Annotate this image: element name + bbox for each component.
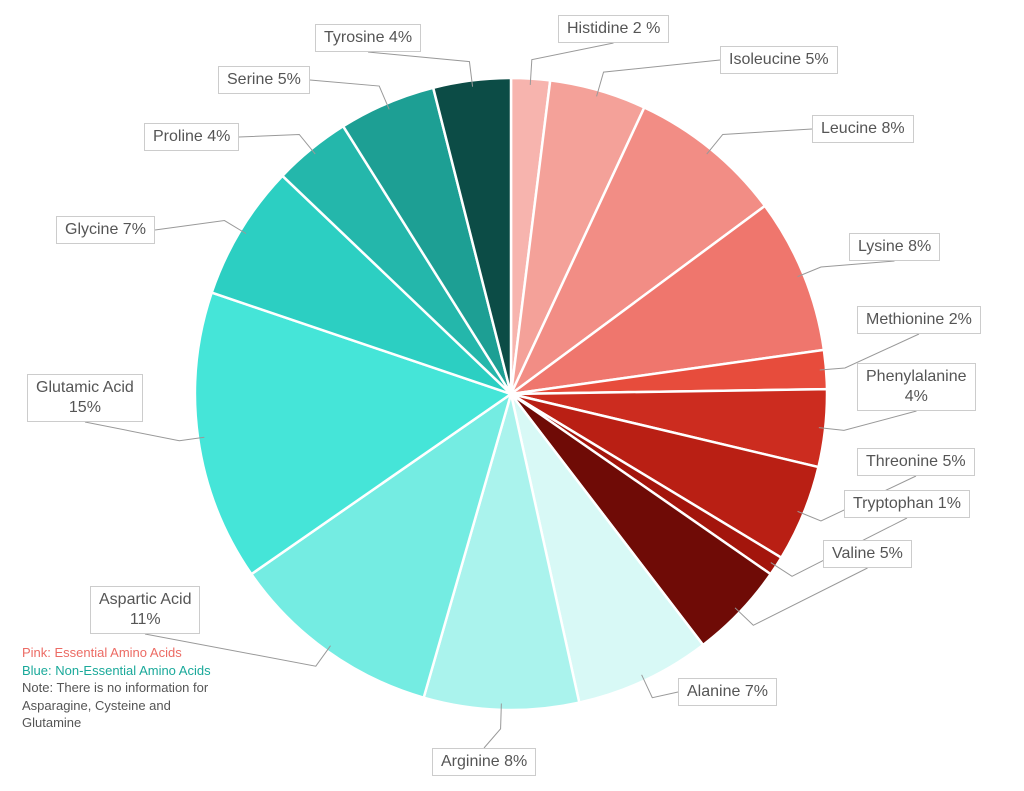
label-leucine: Leucine 8% (812, 115, 914, 143)
label-aspartic-acid: Aspartic Acid11% (90, 586, 200, 634)
legend-note: Note: There is no information for Aspara… (22, 679, 232, 732)
legend-essential: Pink: Essential Amino Acids (22, 644, 232, 662)
label-glycine: Glycine 7% (56, 216, 155, 244)
label-methionine: Methionine 2% (857, 306, 981, 334)
legend: Pink: Essential Amino Acids Blue: Non-Es… (22, 644, 232, 732)
leader-lysine (798, 261, 895, 277)
label-alanine: Alanine 7% (678, 678, 777, 706)
leader-serine (310, 80, 389, 109)
label-lysine: Lysine 8% (849, 233, 940, 261)
label-glutamic-acid: Glutamic Acid15% (27, 374, 143, 422)
label-phenylalanine: Phenylalanine4% (857, 363, 976, 411)
label-serine: Serine 5% (218, 66, 310, 94)
label-valine: Valine 5% (823, 540, 912, 568)
leader-glycine (155, 221, 246, 234)
label-arginine: Arginine 8% (432, 748, 536, 776)
label-tyrosine: Tyrosine 4% (315, 24, 421, 52)
legend-nonessential: Blue: Non-Essential Amino Acids (22, 662, 232, 680)
leader-proline (239, 134, 315, 154)
label-threonine: Threonine 5% (857, 448, 975, 476)
label-histidine: Histidine 2 % (558, 15, 669, 43)
label-isoleucine: Isoleucine 5% (720, 46, 838, 74)
leader-glutamic-acid (85, 422, 204, 441)
label-tryptophan: Tryptophan 1% (844, 490, 970, 518)
leader-leucine (707, 129, 812, 154)
label-proline: Proline 4% (144, 123, 239, 151)
leader-phenylalanine (819, 411, 917, 430)
leader-isoleucine (597, 60, 720, 96)
